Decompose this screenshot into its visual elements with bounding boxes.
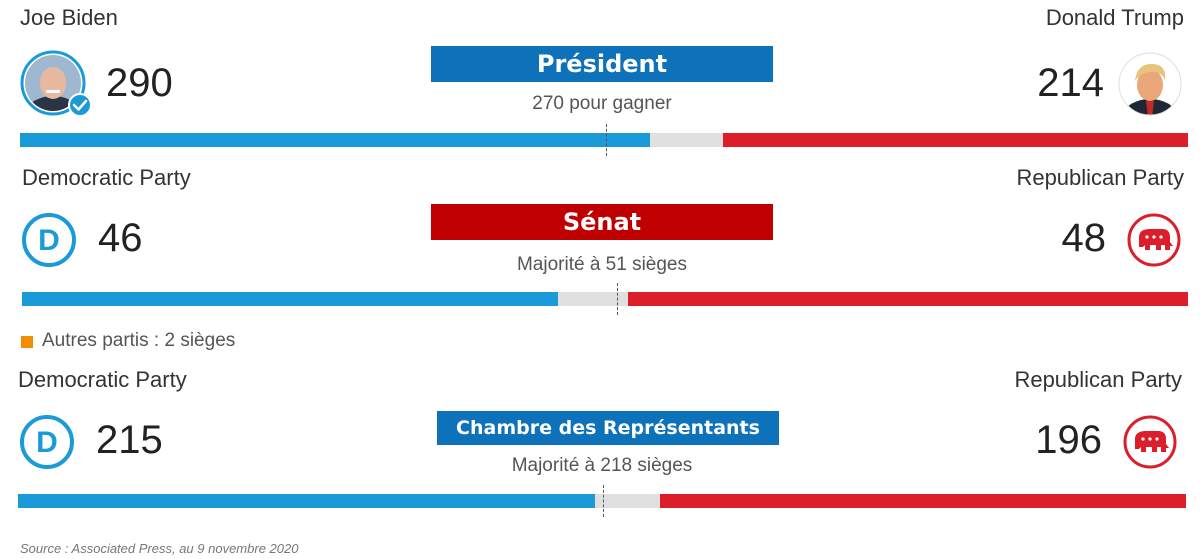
senate-democrat-bar	[22, 292, 559, 306]
source-note: Source : Associated Press, au 9 novembre…	[20, 541, 299, 556]
house-subtitle: Majorité à 218 sièges	[511, 455, 693, 476]
president-left-name: Joe Biden	[20, 5, 118, 30]
president-threshold-marker	[606, 124, 608, 156]
republican-elephant-icon	[1127, 213, 1181, 267]
president-other-bar	[649, 133, 724, 147]
house-left-name: Democratic Party	[18, 367, 187, 392]
house-democrat-bar	[18, 494, 596, 508]
senate-left-count: 46	[98, 216, 143, 260]
senate-banner: Sénat	[431, 204, 773, 240]
house-right-name: Republican Party	[1014, 367, 1182, 392]
republican-elephant-icon	[1123, 415, 1177, 469]
others-marker-icon	[21, 336, 33, 348]
trump-portrait-icon	[1118, 52, 1182, 116]
house-republican-bar	[659, 494, 1186, 508]
senate-right-count: 48	[1061, 216, 1107, 260]
senate-others-note: Autres partis : 2 sièges	[42, 330, 236, 351]
biden-portrait-icon	[20, 50, 92, 117]
president-democrat-bar	[20, 133, 650, 147]
svg-text:D: D	[38, 224, 60, 257]
senate-republican-bar	[628, 292, 1188, 306]
senate-left-name: Democratic Party	[22, 165, 191, 190]
president-republican-bar	[723, 133, 1188, 147]
house-threshold-marker	[603, 485, 605, 517]
senate-other-bar	[558, 292, 629, 306]
senate-threshold-marker	[616, 283, 618, 315]
democrat-logo-icon: D	[20, 415, 74, 469]
president-banner: Président	[431, 46, 773, 82]
house-left-count: 215	[96, 418, 163, 462]
svg-text:D: D	[36, 426, 58, 459]
president-subtitle: 270 pour gagner	[532, 93, 672, 114]
senate-right-name: Republican Party	[1016, 165, 1184, 190]
president-right-name: Donald Trump	[1045, 5, 1184, 30]
house-banner: Chambre des Représentants	[437, 411, 779, 445]
president-right-count: 214	[1037, 61, 1104, 105]
house-other-bar	[595, 494, 660, 508]
house-right-count: 196	[1035, 418, 1102, 462]
democrat-logo-icon: D	[22, 213, 76, 267]
president-left-count: 290	[106, 61, 173, 105]
senate-subtitle: Majorité à 51 sièges	[516, 254, 688, 275]
check-badge-icon	[68, 93, 92, 117]
